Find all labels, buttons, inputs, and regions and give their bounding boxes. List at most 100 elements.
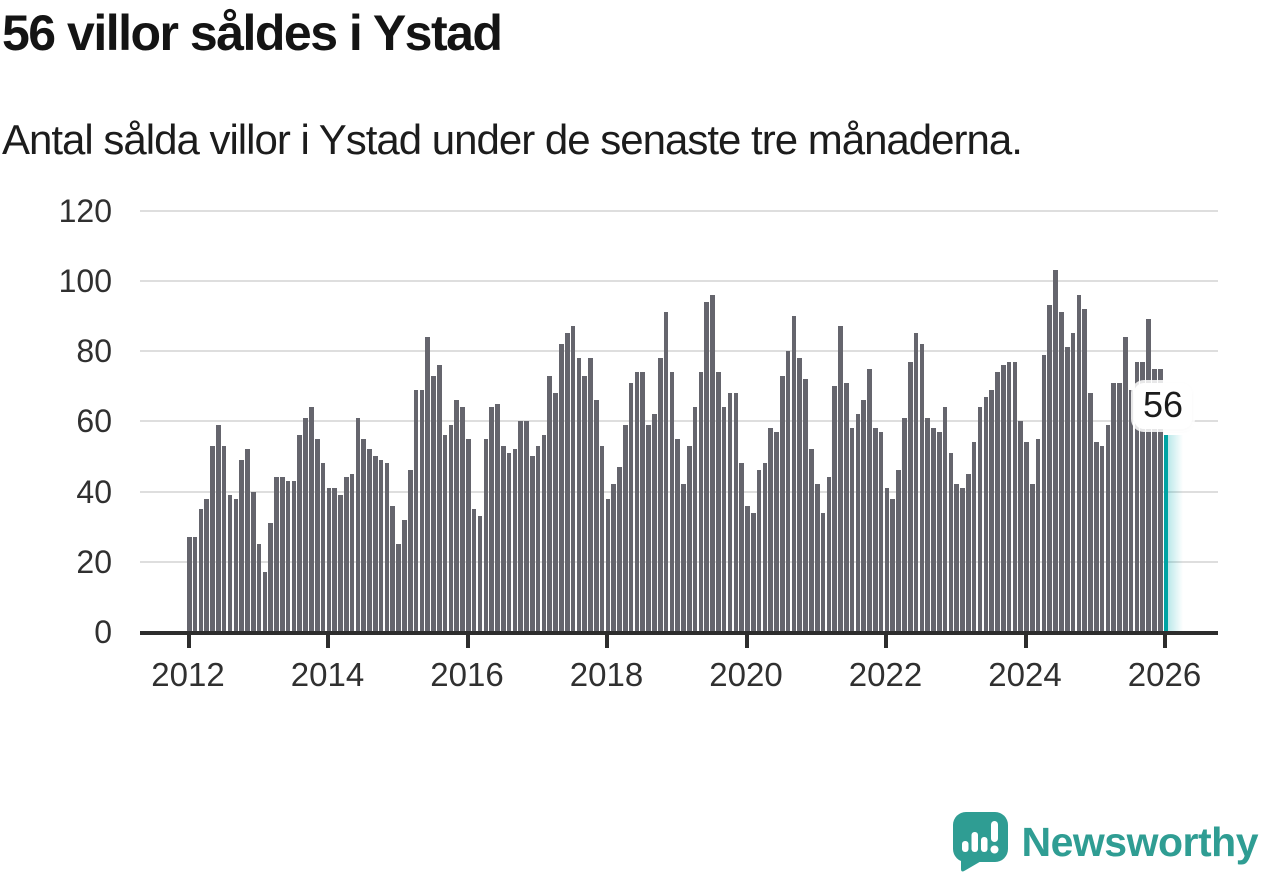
bar	[274, 477, 279, 632]
bar	[605, 498, 611, 632]
bar	[448, 424, 454, 632]
bar	[1099, 445, 1105, 632]
bar	[855, 414, 861, 632]
bar	[1070, 333, 1076, 632]
bar	[646, 424, 651, 632]
bar	[285, 480, 291, 632]
bar	[704, 301, 710, 632]
bar	[716, 372, 721, 632]
y-axis-label: 100	[58, 262, 112, 299]
bar	[442, 435, 448, 632]
bar	[669, 372, 675, 632]
bar	[227, 495, 233, 632]
bar	[349, 473, 355, 632]
bar	[675, 438, 680, 632]
bar	[477, 516, 483, 632]
x-axis-tick	[605, 635, 609, 648]
bar	[628, 382, 634, 632]
bar	[861, 400, 867, 632]
brand-footer: Newsworthy	[950, 810, 1259, 874]
bar	[995, 372, 1000, 632]
y-axis-label: 0	[94, 614, 112, 650]
chart-title: 56 villor såldes i Ystad	[2, 5, 503, 61]
x-axis-label: 2016	[430, 656, 504, 693]
bar	[495, 403, 500, 632]
y-axis-label: 80	[76, 333, 112, 369]
bar	[460, 407, 465, 632]
bar	[780, 375, 785, 632]
bar	[820, 512, 826, 632]
bar	[535, 445, 541, 632]
bar	[750, 512, 756, 632]
bar	[937, 431, 942, 632]
bar	[692, 407, 698, 632]
bar	[838, 326, 843, 632]
bar	[1024, 442, 1029, 632]
x-axis-label: 2018	[569, 656, 644, 693]
bar	[884, 487, 890, 632]
x-axis-tick	[744, 635, 749, 648]
bar	[1030, 484, 1035, 632]
bar	[250, 491, 256, 632]
bar	[413, 389, 419, 632]
bar	[913, 333, 919, 632]
bar	[437, 365, 442, 632]
gridline-y80	[140, 350, 1218, 352]
bar	[1000, 365, 1006, 632]
value-callout: 56	[1134, 383, 1193, 429]
x-axis-label: 2020	[709, 656, 783, 693]
brand-name: Newsworthy	[1021, 818, 1259, 865]
bar	[710, 294, 715, 632]
bar	[204, 498, 210, 632]
bar	[733, 393, 739, 632]
x-axis-tick	[465, 635, 470, 648]
bar	[268, 523, 273, 632]
bar	[727, 393, 733, 632]
bar	[809, 449, 814, 632]
gridline-y60	[140, 420, 1218, 423]
bar	[803, 379, 808, 632]
bar	[402, 519, 407, 632]
bar	[332, 487, 337, 632]
bar	[1093, 442, 1099, 632]
bar	[471, 509, 477, 632]
bar	[599, 445, 605, 632]
bar	[564, 333, 570, 632]
bar	[1076, 294, 1082, 632]
bar	[245, 449, 250, 632]
bar-highlight	[1163, 435, 1169, 632]
bar	[617, 466, 622, 632]
y-axis-label: 20	[76, 543, 112, 580]
bar	[303, 417, 308, 632]
bar	[378, 459, 384, 632]
bar	[797, 358, 803, 632]
y-axis-label: 120	[58, 192, 112, 229]
newsworthy-logo-icon	[950, 810, 1012, 874]
bar	[1152, 368, 1157, 632]
bar	[297, 435, 303, 632]
bar	[314, 438, 320, 632]
bar	[640, 372, 646, 632]
bar	[256, 544, 262, 632]
bar	[756, 470, 762, 632]
bar	[785, 351, 791, 632]
bar	[582, 375, 587, 632]
bar	[506, 452, 512, 632]
bar	[867, 368, 872, 632]
bar	[553, 393, 558, 632]
bar	[210, 445, 215, 632]
bar	[239, 459, 244, 632]
bar	[466, 438, 471, 632]
y-axis-label: 60	[76, 403, 112, 440]
x-axis-label: 2012	[151, 656, 225, 693]
bar	[547, 375, 553, 632]
bar	[1053, 270, 1058, 632]
x-axis-tick	[1023, 635, 1028, 648]
bar	[192, 537, 198, 632]
bar	[849, 428, 855, 632]
bar	[768, 428, 773, 632]
bar	[373, 456, 378, 632]
bar	[983, 396, 989, 632]
bar	[652, 414, 657, 632]
